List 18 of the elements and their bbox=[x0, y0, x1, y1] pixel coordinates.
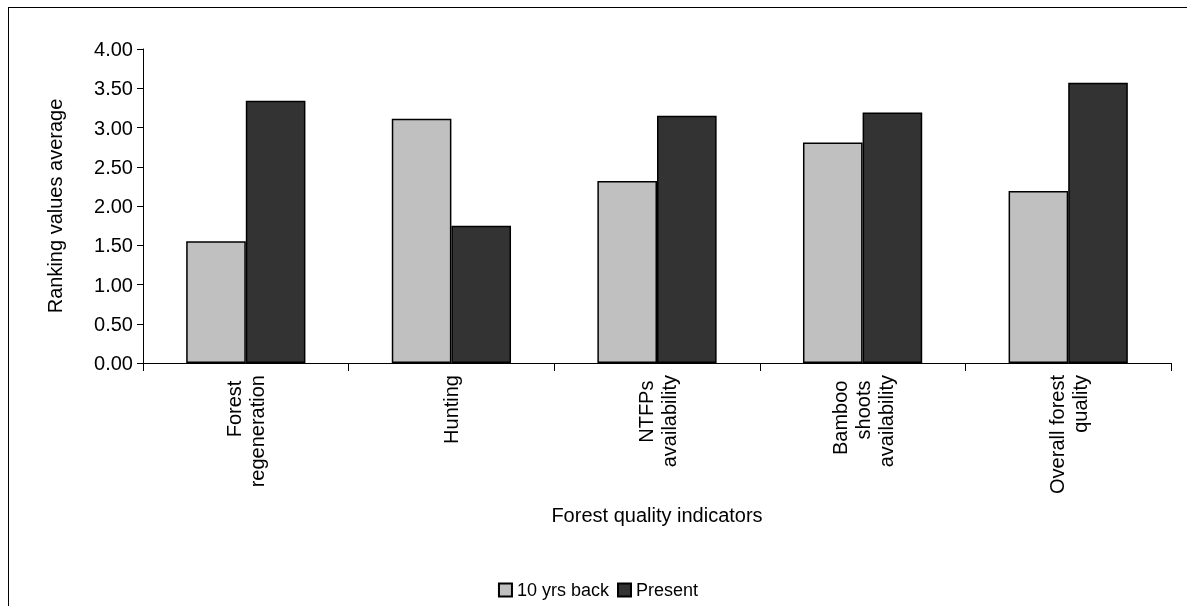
y-tick-label: 3.50 bbox=[94, 77, 133, 100]
x-axis-title: Forest quality indicators bbox=[551, 503, 763, 526]
y-tick-label: 2.50 bbox=[94, 155, 133, 178]
x-tick-label: Forest regeneration bbox=[223, 375, 269, 488]
x-tick-label: Bamboo shoots availability bbox=[828, 375, 897, 468]
x-tick-label: Overall forest quality bbox=[1045, 374, 1091, 494]
x-tick-label: Hunting bbox=[440, 375, 463, 444]
legend-label: Present bbox=[636, 580, 699, 600]
y-tick-label: 4.00 bbox=[94, 38, 133, 60]
y-tick-label: 0.50 bbox=[94, 312, 133, 335]
x-tick-label: NTFPs availability bbox=[634, 375, 680, 468]
y-tick-label: 0.00 bbox=[94, 352, 133, 374]
y-axis-title: Ranking values average bbox=[44, 98, 66, 314]
y-tick-label: 3.00 bbox=[94, 116, 133, 139]
legend-label: 10 yrs back bbox=[516, 580, 610, 600]
y-tick-label: 2.00 bbox=[94, 195, 133, 217]
y-tick-label: 1.00 bbox=[94, 273, 133, 296]
y-tick-label: 1.50 bbox=[94, 234, 133, 257]
